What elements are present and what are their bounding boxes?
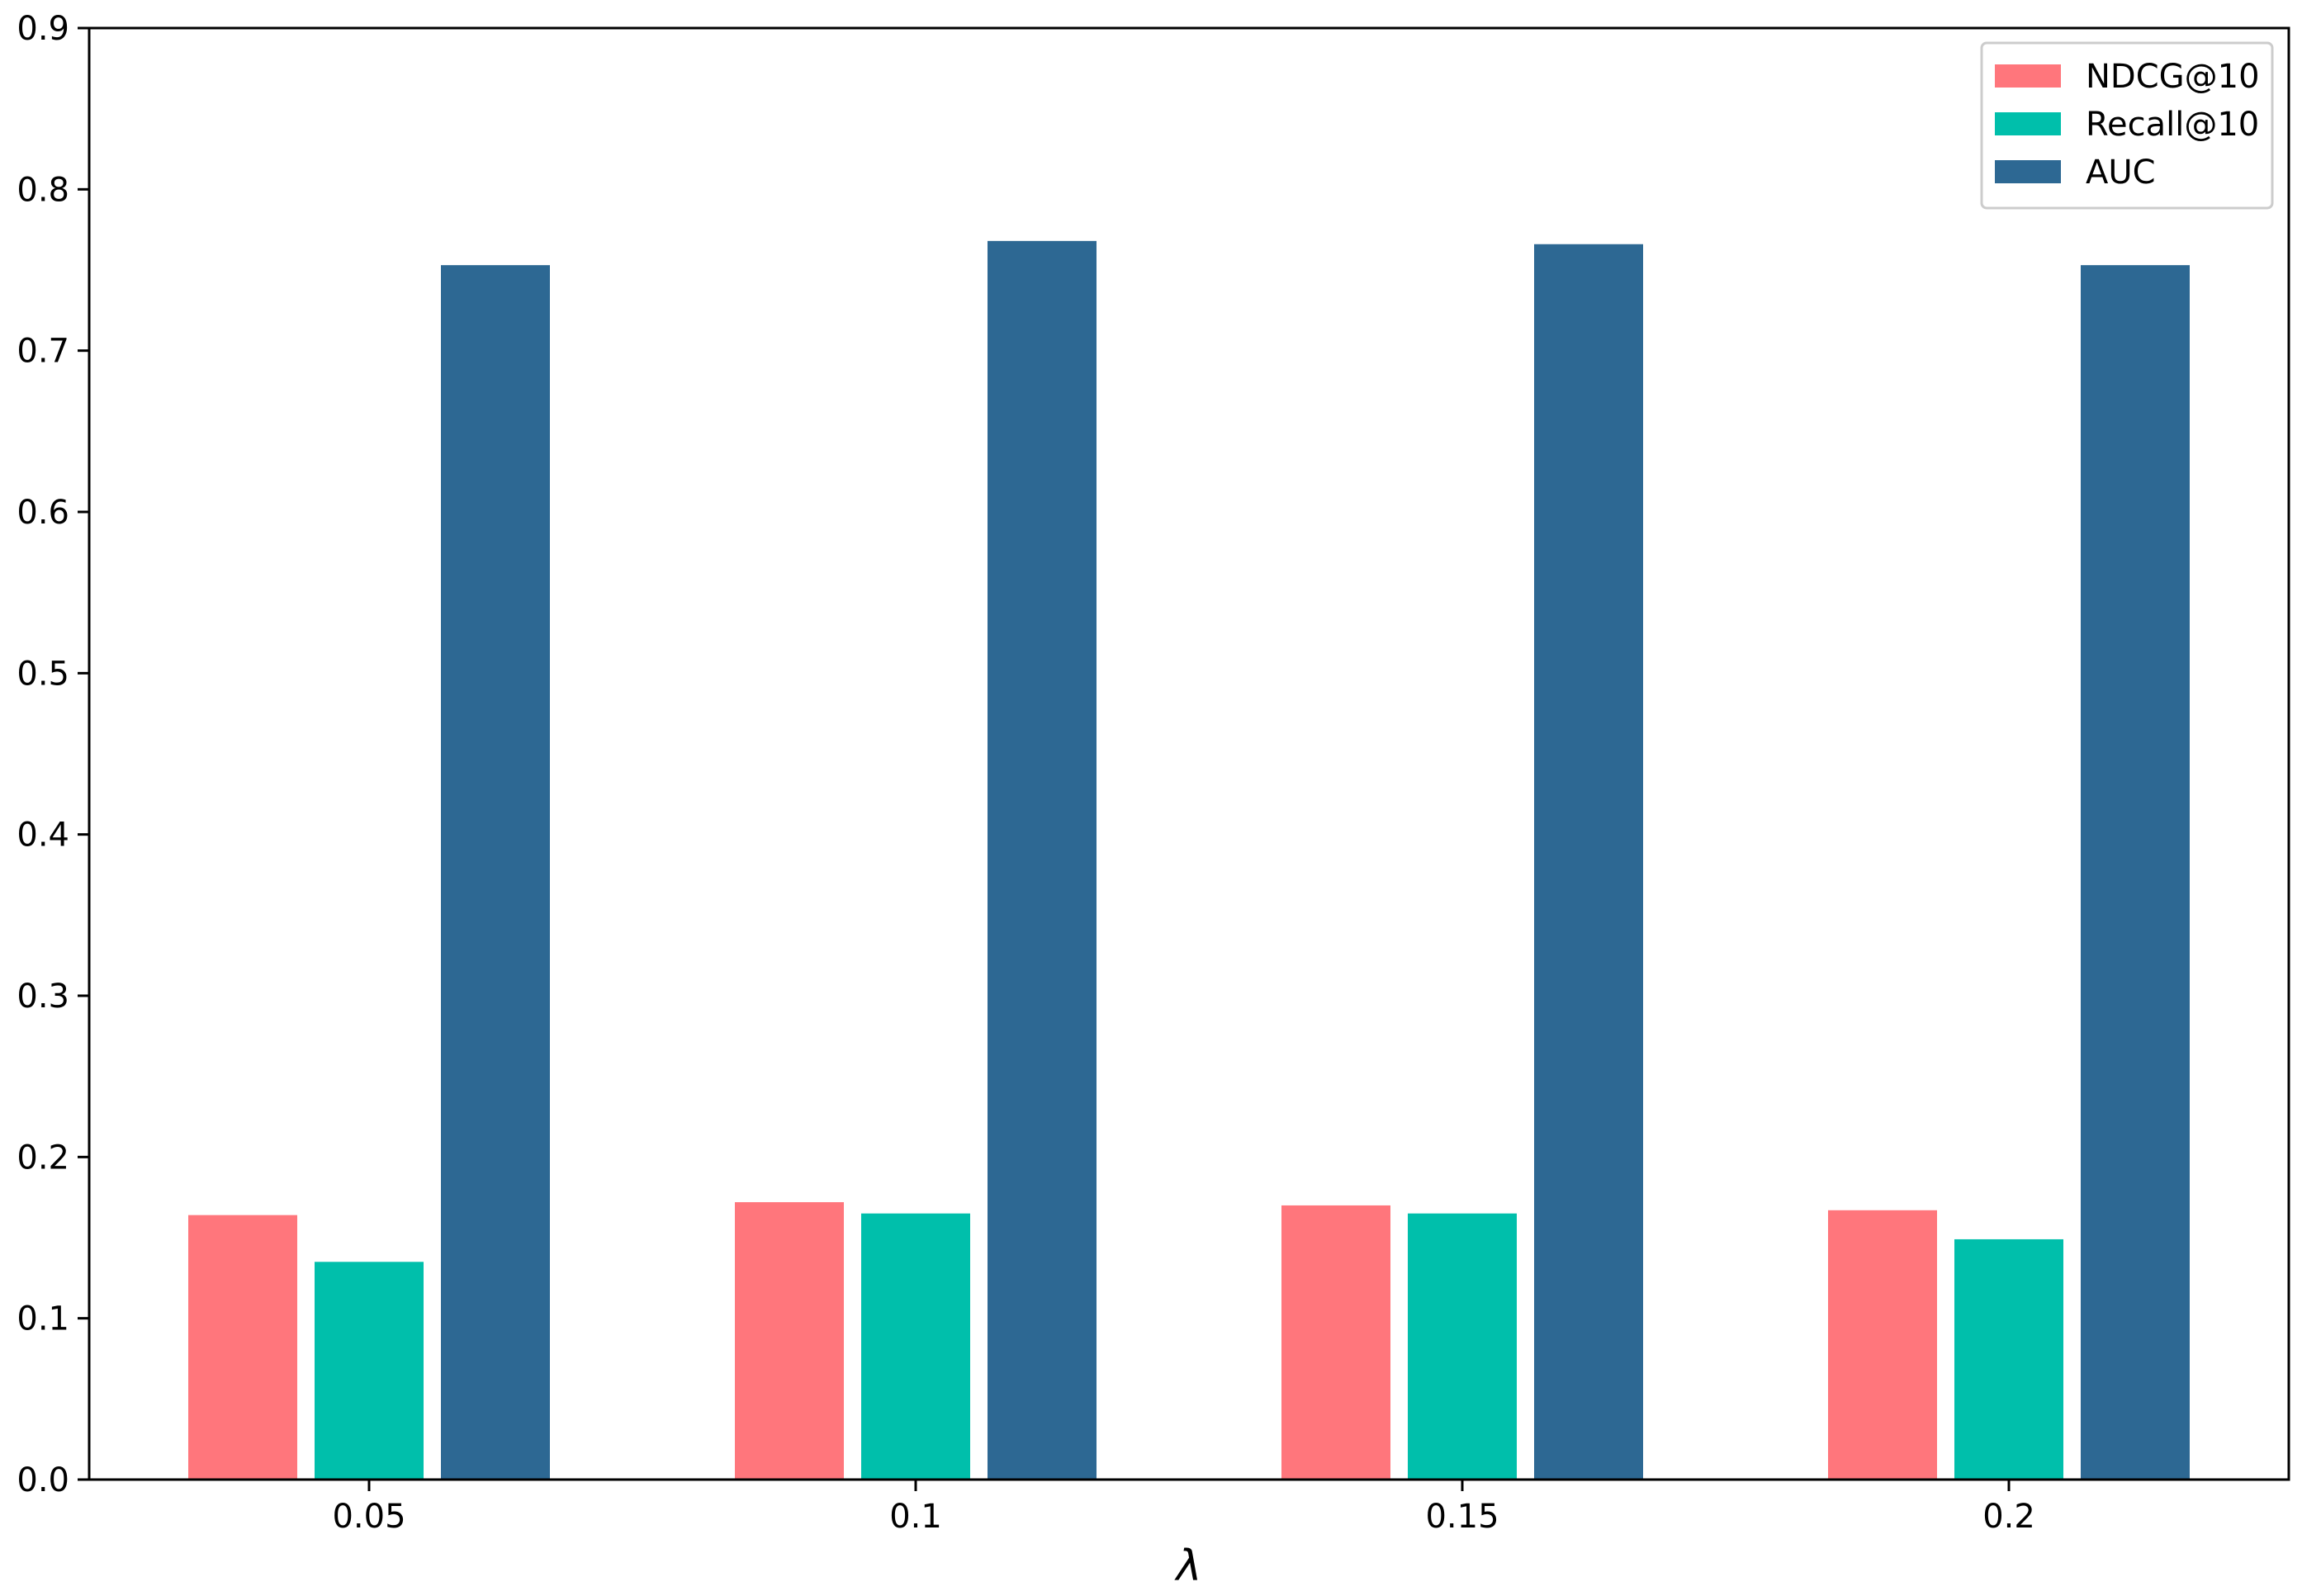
y-tick-label: 0.6 [17, 494, 69, 532]
bars [188, 240, 2190, 1480]
legend-swatch [1995, 64, 2061, 88]
y-tick-label: 0.1 [17, 1300, 69, 1338]
bar-auc-0.1 [988, 240, 1097, 1480]
legend-label: NDCG@10 [2086, 58, 2260, 96]
bar-recall-10-0.05 [315, 1262, 424, 1480]
bar-recall-10-0.1 [861, 1213, 970, 1480]
y-tick-label: 0.5 [17, 655, 69, 693]
y-tick-label: 0.3 [17, 978, 69, 1016]
x-axis: 0.05 0.1 0.15 0.2 [332, 1480, 2035, 1536]
y-tick-label: 0.4 [17, 817, 69, 855]
y-tick-label: 0.7 [17, 333, 69, 371]
y-axis: 0.0 0.1 0.2 0.3 0.4 0.5 0.6 0.7 0.8 0.9 [17, 10, 89, 1499]
bar-ndcg-10-0.05 [188, 1215, 297, 1480]
bar-auc-0.15 [1534, 244, 1643, 1480]
bar-ndcg-10-0.1 [735, 1202, 844, 1480]
y-tick-label: 0.2 [17, 1139, 69, 1177]
plot-frame [88, 26, 2290, 1481]
x-tick-label: 0.05 [332, 1498, 405, 1536]
legend-label: AUC [2086, 154, 2156, 192]
legend: NDCG@10 Recall@10 AUC [1980, 41, 2274, 210]
x-tick-label: 0.15 [1425, 1498, 1499, 1536]
legend-swatch [1995, 112, 2061, 135]
x-tick-label: 0.1 [889, 1498, 942, 1536]
bar-auc-0.2 [2081, 265, 2190, 1480]
y-tick-label: 0.9 [17, 10, 69, 48]
bar-recall-10-0.2 [1954, 1238, 2063, 1480]
bar-ndcg-10-0.2 [1828, 1210, 1937, 1480]
bar-auc-0.05 [441, 265, 550, 1480]
bar-ndcg-10-0.15 [1281, 1205, 1390, 1480]
legend-label: Recall@10 [2086, 106, 2259, 144]
x-axis-label: λ [1174, 1542, 1202, 1591]
legend-swatch [1995, 160, 2061, 183]
bar-recall-10-0.15 [1408, 1213, 1517, 1480]
y-tick-label: 0.0 [17, 1461, 69, 1499]
y-tick-label: 0.8 [17, 171, 69, 209]
x-tick-label: 0.2 [1982, 1498, 2035, 1536]
